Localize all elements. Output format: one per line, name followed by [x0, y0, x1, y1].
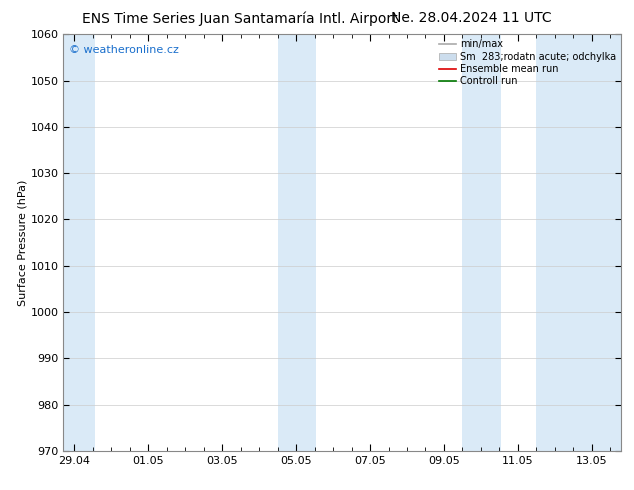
Bar: [278, 34, 316, 451]
Bar: [63, 34, 95, 451]
Text: © weatheronline.cz: © weatheronline.cz: [69, 45, 179, 55]
Legend: min/max, Sm  283;rodatn acute; odchylka, Ensemble mean run, Controll run: min/max, Sm 283;rodatn acute; odchylka, …: [436, 36, 619, 89]
Bar: [536, 34, 621, 451]
Bar: [462, 34, 501, 451]
Text: ENS Time Series Juan Santamaría Intl. Airport: ENS Time Series Juan Santamaría Intl. Ai…: [82, 11, 398, 26]
Y-axis label: Surface Pressure (hPa): Surface Pressure (hPa): [18, 179, 28, 306]
Text: Ne. 28.04.2024 11 UTC: Ne. 28.04.2024 11 UTC: [391, 11, 552, 25]
